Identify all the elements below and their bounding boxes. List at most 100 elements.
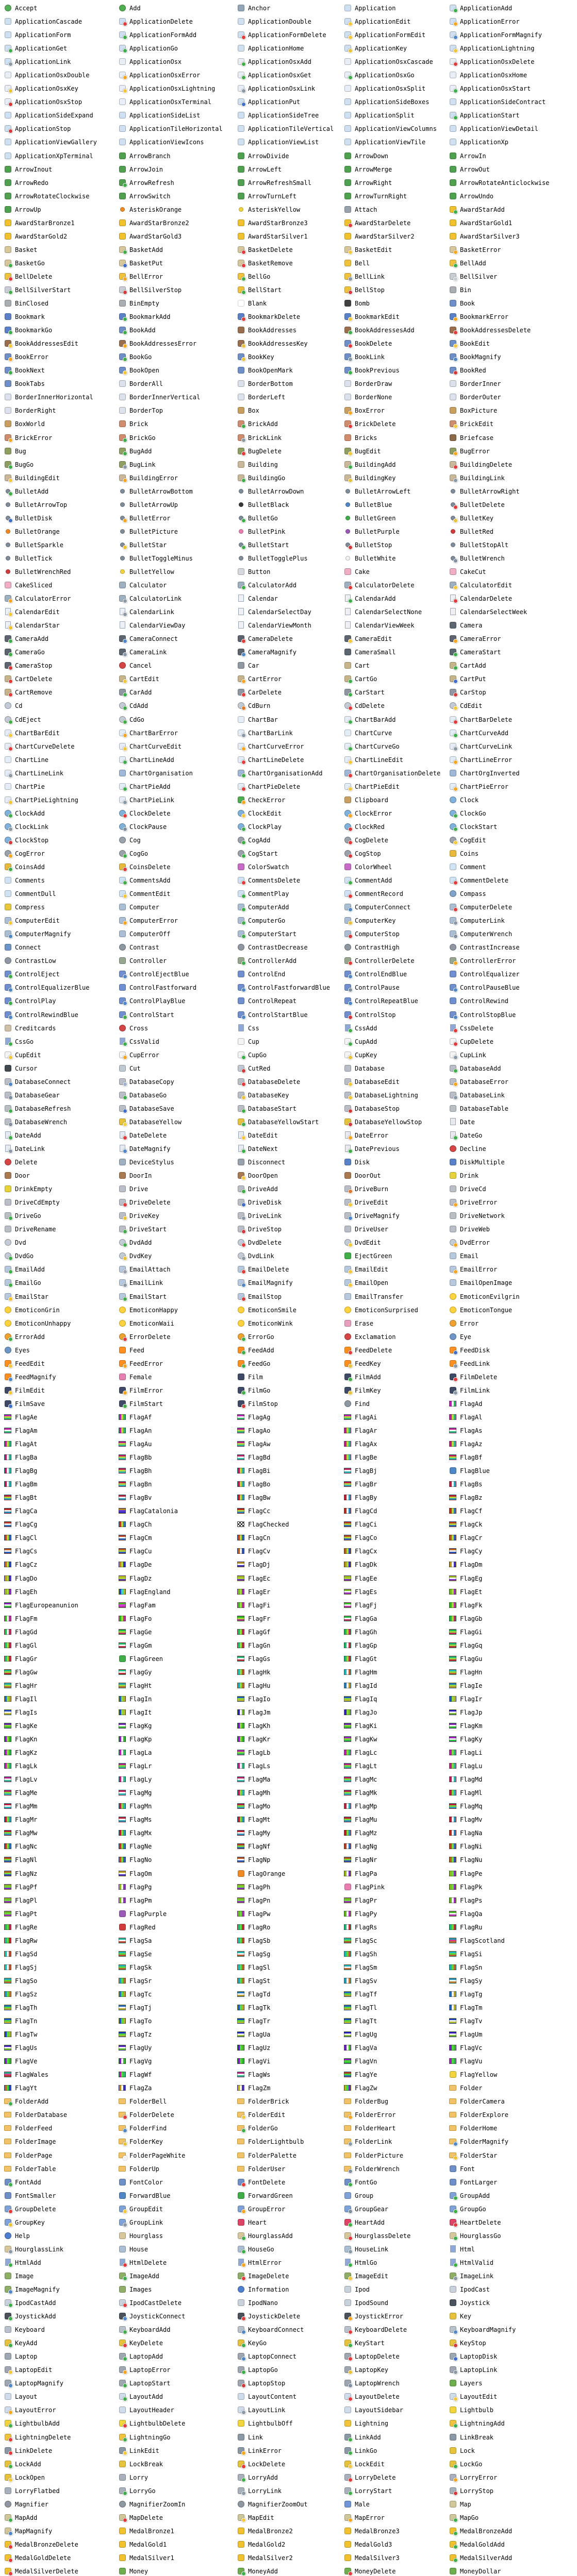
icon-list-item: CalendarSelectNone [344, 605, 449, 619]
icon-label: FlagYe [355, 2071, 377, 2079]
icon-label: ChartLineAdd [129, 756, 174, 764]
icon-label: FlagCn [248, 1534, 271, 1542]
chart-line-edit-icon [344, 756, 353, 765]
icon-list-item: FilmAdd [344, 1370, 449, 1384]
icon-label: ChartCurveDelete [15, 742, 75, 750]
icon-label: FlagCa [15, 1507, 38, 1515]
icon-list-item: FlagPw [237, 1907, 344, 1921]
chart-bar-delete-icon [449, 716, 458, 724]
icon-list-item: EmoticonUnhappy [4, 1317, 119, 1330]
icon-list-item: FlagPt [4, 1907, 119, 1921]
bookmark-delete-icon [237, 313, 246, 322]
icon-label: BookAddressesEdit [15, 340, 78, 348]
flag-be-icon [344, 1453, 352, 1462]
icon-label: CalculatorDelete [355, 582, 415, 589]
icon-label: ControlEject [15, 971, 60, 978]
application-get-icon [4, 44, 13, 54]
icon-label: FlagHk [248, 1668, 271, 1676]
icon-list-item: FlagNi [449, 1840, 577, 1853]
icon-list-item: EmailAdd [4, 1263, 119, 1276]
icon-list-item: ApplicationPut [237, 95, 344, 109]
icon-label: MoneyDollar [460, 2567, 501, 2575]
icon-list-item: FolderTable [4, 2162, 119, 2176]
icon-list-item: EmoticonWaii [119, 1317, 237, 1330]
icon-label: FlagEe [355, 1574, 377, 1582]
icon-label: DatabaseYellowStop [355, 1118, 422, 1126]
icon-label: Bin [460, 286, 471, 294]
book-addresses-error-icon [119, 340, 127, 349]
icon-label: FlagMt [248, 1816, 271, 1824]
icon-label: FlagYt [15, 2084, 38, 2092]
icon-list-item: FontSmaller [4, 2189, 119, 2202]
icon-list-item: MoneyDollar [449, 2565, 577, 2576]
icon-label: FlagTd [248, 1990, 271, 1998]
icon-label: EmailTransfer [355, 1293, 403, 1300]
email-star-icon [4, 1293, 13, 1301]
keyboard-delete-icon [344, 2326, 353, 2335]
icon-list-item: ApplicationOsxLightning [119, 82, 237, 95]
icon-list-item: DriveKey [119, 1209, 237, 1223]
flag-vu-icon [449, 2057, 457, 2065]
icon-label: DateError [355, 1131, 389, 1139]
flag-lc-icon [344, 1749, 352, 1757]
icon-list-item: Html [449, 2243, 577, 2256]
icon-label: FlagMn [129, 1803, 152, 1810]
date-error-icon [344, 1131, 353, 1140]
icon-list-item: BugGo [4, 458, 119, 471]
icon-list-item: DriveBurn [344, 1182, 449, 1196]
icon-list-item: ChartCurveDelete [4, 740, 119, 753]
icon-label: FlagKi [355, 1722, 377, 1730]
icon-list-item: KeyGo [237, 2336, 344, 2350]
drive-burn-icon [344, 1185, 353, 1194]
icon-label: DatabaseGo [129, 1091, 167, 1099]
car-add-icon [119, 688, 127, 698]
icon-list-item: BinEmpty [119, 297, 237, 310]
icon-label: FlagZa [129, 2084, 152, 2092]
drive-go-icon [4, 1212, 13, 1221]
flag-gf-icon [237, 1628, 245, 1636]
icon-label: BulletStart [248, 541, 289, 549]
brick-error-icon [4, 434, 13, 443]
icon-list-item: FolderPicture [344, 2149, 449, 2162]
icon-label: Attach [355, 206, 377, 213]
icon-label: ApplicationStop [15, 125, 71, 133]
icon-list-item: BasketRemove [237, 257, 344, 270]
icon-list-item: JoystickError [344, 2310, 449, 2323]
icon-label: BorderInnerHorizontal [15, 394, 93, 401]
icon-list-item: Heart [237, 2216, 344, 2229]
camera-link-icon [119, 648, 127, 657]
icon-list-item: DvdAdd [119, 1236, 237, 1249]
icon-list-item: JoystickAdd [4, 2310, 119, 2323]
book-previous-icon [344, 366, 353, 376]
icon-label: FlagHm [355, 1668, 377, 1676]
font-delete-icon [237, 2178, 246, 2187]
icon-label: ControlEnd [248, 971, 286, 978]
icon-label: BorderBottom [248, 380, 293, 388]
arrow-right-icon [344, 179, 352, 187]
icon-list-item: ClockDelete [119, 807, 237, 820]
icon-label: FeedError [129, 1360, 163, 1367]
icon-list-item: FlagEr [237, 1585, 344, 1599]
icon-label: ErrorGo [248, 1333, 274, 1341]
icon-label: FolderPage [15, 2151, 53, 2159]
bell-go-icon [237, 273, 246, 281]
color-swatch-icon [237, 863, 245, 871]
icon-list-item: BulletBlue [344, 498, 449, 512]
camera-add-icon [4, 635, 13, 644]
icon-label: ErrorDelete [129, 1333, 171, 1341]
flag-mu-icon [344, 1816, 352, 1824]
icon-list-item: BorderDraw [344, 377, 449, 391]
icon-list-item: AwardStarBronze2 [119, 216, 237, 230]
arrow-rotate-anticlockwise-icon [449, 179, 457, 187]
control-pause-blue-icon [449, 984, 458, 993]
icon-label: FlagHt [129, 1682, 152, 1689]
key-go-icon [237, 2339, 246, 2348]
bricks-icon [344, 434, 352, 442]
emoticon-wink-icon [237, 1319, 245, 1328]
control-play-blue-icon [119, 997, 127, 1006]
cd-edit-icon [449, 702, 458, 711]
chart-pie-icon [4, 783, 12, 791]
flag-bn-icon [119, 1480, 127, 1488]
book-add-icon [119, 326, 127, 335]
icon-label: ArrowDown [355, 152, 389, 160]
